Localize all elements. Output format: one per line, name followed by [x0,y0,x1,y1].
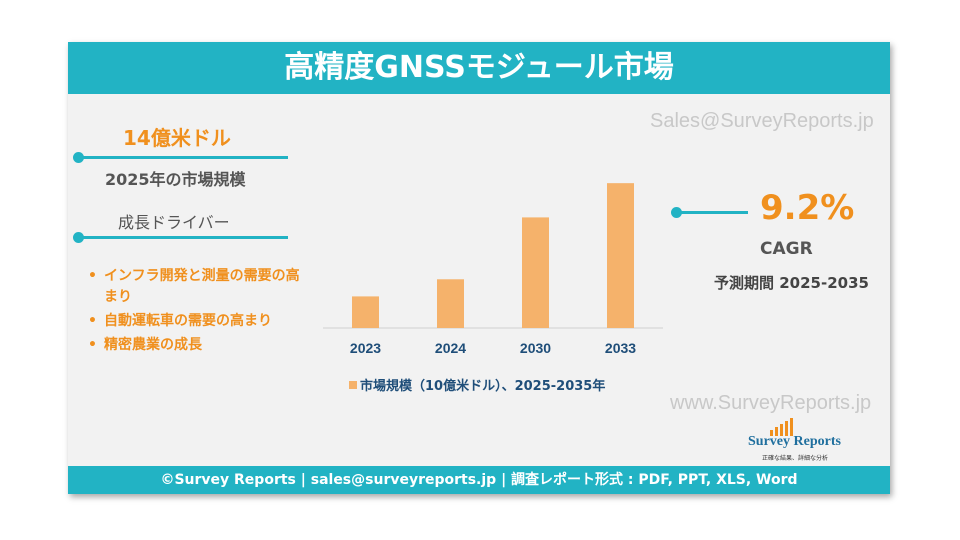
drivers-heading: 成長ドライバー [118,213,230,232]
forecast-period: 予測期間 2025-2035 [714,274,869,292]
cagr-divider [671,207,748,218]
market-value: 14億米ドル [123,126,231,150]
driver-item: 自動運転車の需要の高まり [86,311,301,332]
drivers-divider [73,232,288,243]
x-tick-label: 2033 [605,340,636,356]
cagr-value: 9.2% [760,188,855,228]
x-tick-label: 2030 [520,340,551,356]
legend-swatch [349,381,357,389]
bar-2033 [607,183,634,328]
logo-name: Survey Reports [748,434,841,449]
logo-tagline: 正確な結果、詳細な分析 [762,455,829,462]
market-size-bar-chart: 2023 2024 2030 2033 市場規模（10億米ドル）、2025-2035年 [323,183,663,394]
footer: ©Survey Reports | sales@surveyreports.jp… [68,466,890,494]
bar-2023 [352,296,379,328]
drivers-list: インフラ開発と測量の需要の高まり自動運転車の需要の高まり精密農業の成長 [86,266,301,359]
survey-reports-logo: Survey Reports 正確な結果、詳細な分析 [748,416,868,466]
x-tick-label: 2024 [435,340,466,356]
cagr-label: CAGR [760,239,813,259]
driver-item: 精密農業の成長 [86,335,301,356]
bar-2024 [437,279,464,328]
legend-label: 市場規模（10億米ドル）、2025-2035年 [360,378,605,394]
watermark-url: www.SurveyReports.jp [670,392,872,414]
market-value-label: 2025年の市場規模 [105,170,246,189]
driver-item: インフラ開発と測量の需要の高まり [86,266,301,308]
bar-2030 [522,217,549,328]
bar-chart-logo-icon [770,418,793,436]
watermark-email: Sales@SurveyReports.jp [650,110,874,132]
market-value-divider [73,152,288,163]
page-title: 高精度GNSSモジュール市場 [68,42,890,94]
x-tick-label: 2023 [350,340,381,356]
infographic-card: 高精度GNSSモジュール市場 Sales@SurveyReports.jp ww… [68,42,890,494]
